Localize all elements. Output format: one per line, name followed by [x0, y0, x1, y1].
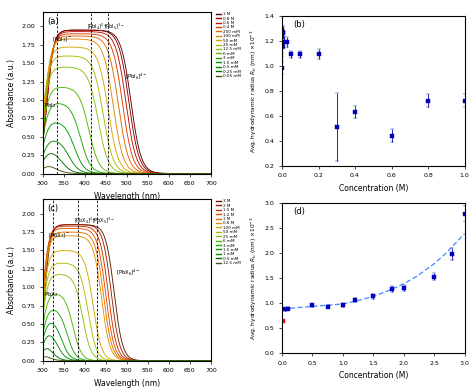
- Y-axis label: Avg. hydrodynamic radius $R_h$ (nm) $\times 10^{-3}$: Avg. hydrodynamic radius $R_h$ (nm) $\ti…: [249, 216, 259, 340]
- Text: $[\mathrm{PbI_4}]^{2-}$: $[\mathrm{PbI_4}]^{2-}$: [87, 21, 108, 32]
- Text: $\mathrm{PbX_2}$: $\mathrm{PbX_2}$: [44, 290, 59, 299]
- X-axis label: Concentration (M): Concentration (M): [338, 184, 408, 193]
- Text: (c): (c): [48, 204, 59, 213]
- Text: $[\mathrm{PbX_4}]^{2-}$: $[\mathrm{PbX_4}]^{2-}$: [74, 215, 97, 225]
- Legend: 1 M, 0.8 M, 0.6 M, 0.4 M, 200 mM, 100 mM, 50 mM, 25 mM, 12.5 mM, 6 mM, 3 mM, 1.5: 1 M, 0.8 M, 0.6 M, 0.4 M, 200 mM, 100 mM…: [216, 12, 241, 78]
- Text: $[\mathrm{PbX_5}]^{3-}$: $[\mathrm{PbX_5}]^{3-}$: [92, 215, 115, 225]
- Text: (d): (d): [293, 207, 305, 216]
- X-axis label: Wavelength (nm): Wavelength (nm): [94, 379, 160, 388]
- Legend: 3 M, 2 M, 1.5 M, 1.2 M, 1 M, 0.8 M, 100 mM, 50 mM, 25 mM, 6 mM, 3 mM, 1.5 mM, 1 : 3 M, 2 M, 1.5 M, 1.2 M, 1 M, 0.8 M, 100 …: [216, 199, 240, 265]
- Text: $[\mathrm{PbI_6}]^{4-}$: $[\mathrm{PbI_6}]^{4-}$: [125, 73, 147, 82]
- X-axis label: Wavelength (nm): Wavelength (nm): [94, 192, 160, 201]
- Text: $[\mathrm{PbX_3}]^-$: $[\mathrm{PbX_3}]^-$: [48, 231, 70, 240]
- Y-axis label: Absorbance (a.u.): Absorbance (a.u.): [7, 58, 16, 127]
- Y-axis label: Avg. hydrodynamic radius $R_h$ (nm) $\times 10^{-3}$: Avg. hydrodynamic radius $R_h$ (nm) $\ti…: [249, 29, 259, 152]
- Text: (a): (a): [48, 16, 59, 26]
- Y-axis label: Absorbance (a.u.): Absorbance (a.u.): [7, 246, 16, 314]
- Text: $[\mathrm{PbI_3}]^-$: $[\mathrm{PbI_3}]^-$: [52, 35, 72, 44]
- Text: $[\mathrm{PbI_5}]^{3-}$: $[\mathrm{PbI_5}]^{3-}$: [104, 21, 126, 32]
- X-axis label: Concentration (M): Concentration (M): [338, 371, 408, 380]
- Text: (b): (b): [293, 20, 305, 29]
- Text: $\mathrm{PbI_2}$: $\mathrm{PbI_2}$: [44, 101, 56, 110]
- Text: $[\mathrm{PbX_6}]^{4-}$: $[\mathrm{PbX_6}]^{4-}$: [116, 268, 141, 278]
